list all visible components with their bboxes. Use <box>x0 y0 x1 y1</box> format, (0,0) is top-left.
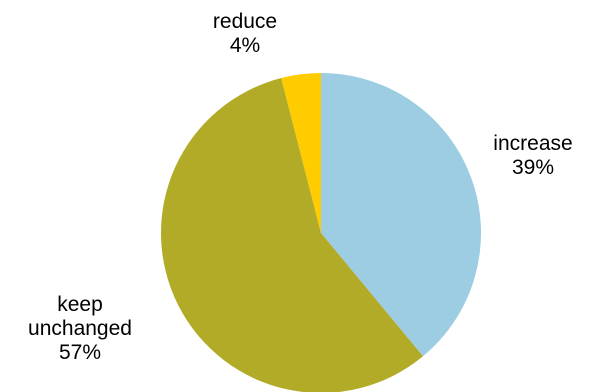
pie-slice-keep-unchanged <box>161 78 423 392</box>
pie-slices <box>161 73 481 392</box>
slice-name-keep-line1: keep <box>57 293 103 316</box>
slice-name-increase: increase <box>493 132 573 155</box>
slice-name-keep-line2: unchanged <box>28 317 132 340</box>
slice-value-keep-unchanged: 57% <box>58 341 102 364</box>
pie-slice-increase <box>321 73 481 357</box>
slice-name-reduce: reduce <box>212 10 278 33</box>
slice-value-increase: 39% <box>511 156 555 179</box>
slice-label-increase: increase 39% <box>478 132 588 180</box>
pie-slice-reduce <box>281 73 321 233</box>
slice-label-keep-unchanged: keep unchanged 57% <box>10 293 150 365</box>
slice-value-reduce: 4% <box>229 34 261 57</box>
slice-label-reduce: reduce 4% <box>195 10 295 58</box>
